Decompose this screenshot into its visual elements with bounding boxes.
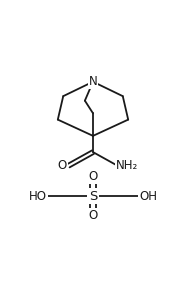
Text: O: O <box>88 170 98 183</box>
Text: O: O <box>58 159 67 172</box>
Text: N: N <box>89 75 97 88</box>
Text: O: O <box>88 209 98 222</box>
Text: HO: HO <box>29 190 47 203</box>
Text: NH₂: NH₂ <box>116 159 138 172</box>
Text: S: S <box>89 190 97 203</box>
Text: OH: OH <box>139 190 157 203</box>
